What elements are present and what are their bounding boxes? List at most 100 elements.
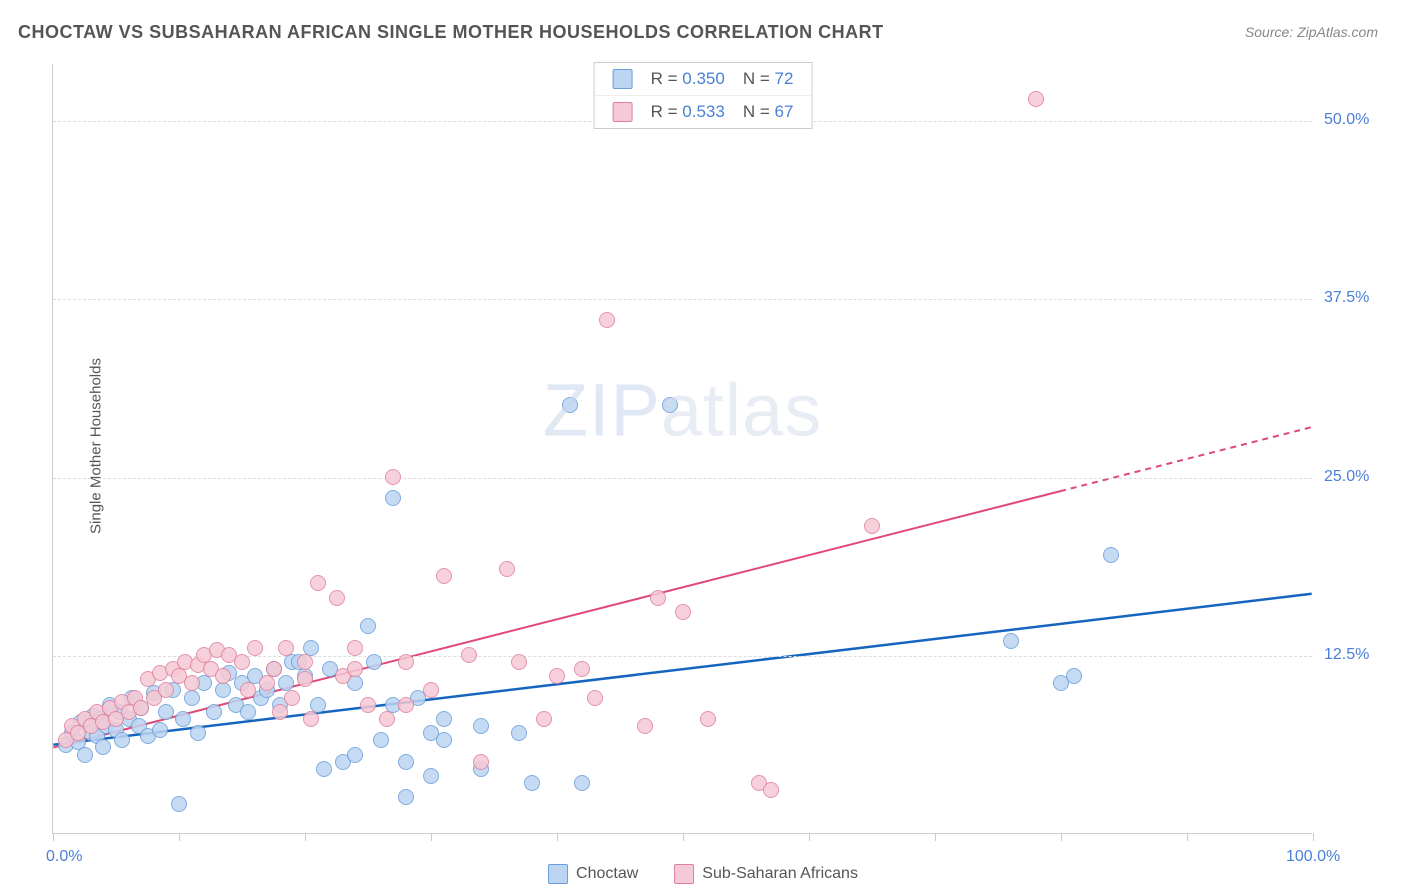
n-value-choctaw: 72 [774,69,793,88]
legend-label-choctaw: Choctaw [576,865,638,883]
data-point-subsaharan [536,711,552,727]
swatch-subsaharan-icon [674,864,694,884]
x-tick [1313,833,1314,841]
data-point-subsaharan [473,754,489,770]
data-point-subsaharan [499,561,515,577]
data-point-choctaw [398,789,414,805]
data-point-choctaw [184,690,200,706]
data-point-choctaw [152,722,168,738]
data-point-choctaw [316,761,332,777]
data-point-subsaharan [637,718,653,734]
data-point-choctaw [398,754,414,770]
data-point-choctaw [158,704,174,720]
x-tick [809,833,810,841]
data-point-choctaw [436,711,452,727]
data-point-choctaw [347,747,363,763]
data-point-choctaw [206,704,222,720]
data-point-choctaw [215,682,231,698]
data-point-subsaharan [864,518,880,534]
data-point-subsaharan [1028,91,1044,107]
data-point-subsaharan [599,312,615,328]
plot-area: ZIPatlas [52,64,1312,834]
legend-item-subsaharan: Sub-Saharan Africans [674,864,858,884]
x-tick [557,833,558,841]
data-point-choctaw [366,654,382,670]
x-tick [935,833,936,841]
r-value-subsaharan: 0.533 [682,102,725,121]
swatch-choctaw [613,69,633,89]
x-tick [431,833,432,841]
gridline [53,299,1312,300]
x-tick [1187,833,1188,841]
data-point-choctaw [662,397,678,413]
n-label: N = [743,69,770,88]
data-point-subsaharan [385,469,401,485]
data-point-choctaw [360,618,376,634]
n-value-subsaharan: 67 [774,102,793,121]
data-point-choctaw [114,732,130,748]
data-point-subsaharan [215,668,231,684]
x-tick [179,833,180,841]
watermark-bold: ZIP [543,369,661,452]
data-point-choctaw [511,725,527,741]
data-point-subsaharan [675,604,691,620]
data-point-subsaharan [650,590,666,606]
data-point-subsaharan [284,690,300,706]
data-point-subsaharan [278,640,294,656]
x-tick [305,833,306,841]
data-point-subsaharan [259,675,275,691]
correlation-row-choctaw: R = 0.350 N = 72 [595,63,812,95]
data-point-subsaharan [700,711,716,727]
data-point-subsaharan [247,640,263,656]
legend-label-subsaharan: Sub-Saharan Africans [702,865,858,883]
data-point-subsaharan [587,690,603,706]
chart-container: CHOCTAW VS SUBSAHARAN AFRICAN SINGLE MOT… [0,0,1406,892]
data-point-subsaharan [272,704,288,720]
data-point-subsaharan [763,782,779,798]
r-label: R = [651,102,678,121]
data-point-choctaw [1103,547,1119,563]
x-axis-min-label: 0.0% [46,848,82,866]
r-label: R = [651,69,678,88]
data-point-subsaharan [574,661,590,677]
data-point-subsaharan [310,575,326,591]
x-tick [53,833,54,841]
data-point-subsaharan [158,682,174,698]
correlation-row-subsaharan: R = 0.533 N = 67 [595,95,812,128]
gridline [53,478,1312,479]
watermark: ZIPatlas [543,368,822,453]
data-point-choctaw [190,725,206,741]
data-point-subsaharan [329,590,345,606]
data-point-choctaw [562,397,578,413]
data-point-choctaw [473,718,489,734]
data-point-choctaw [373,732,389,748]
x-tick [683,833,684,841]
y-tick-label: 25.0% [1324,468,1369,486]
data-point-choctaw [77,747,93,763]
n-label: N = [743,102,770,121]
data-point-choctaw [385,490,401,506]
swatch-choctaw-icon [548,864,568,884]
y-tick-label: 50.0% [1324,111,1369,129]
data-point-subsaharan [360,697,376,713]
data-point-subsaharan [303,711,319,727]
data-point-subsaharan [398,654,414,670]
watermark-thin: atlas [661,369,822,452]
data-point-subsaharan [347,661,363,677]
data-point-choctaw [574,775,590,791]
data-point-subsaharan [184,675,200,691]
data-point-choctaw [175,711,191,727]
data-point-choctaw [1066,668,1082,684]
data-point-subsaharan [511,654,527,670]
series-legend: Choctaw Sub-Saharan Africans [548,864,858,884]
x-tick [1061,833,1062,841]
data-point-subsaharan [347,640,363,656]
data-point-choctaw [1003,633,1019,649]
data-point-choctaw [423,768,439,784]
data-point-choctaw [436,732,452,748]
correlation-legend: R = 0.350 N = 72 R = 0.533 N = 67 [594,62,813,129]
data-point-subsaharan [266,661,282,677]
data-point-subsaharan [398,697,414,713]
data-point-subsaharan [461,647,477,663]
data-point-subsaharan [297,671,313,687]
